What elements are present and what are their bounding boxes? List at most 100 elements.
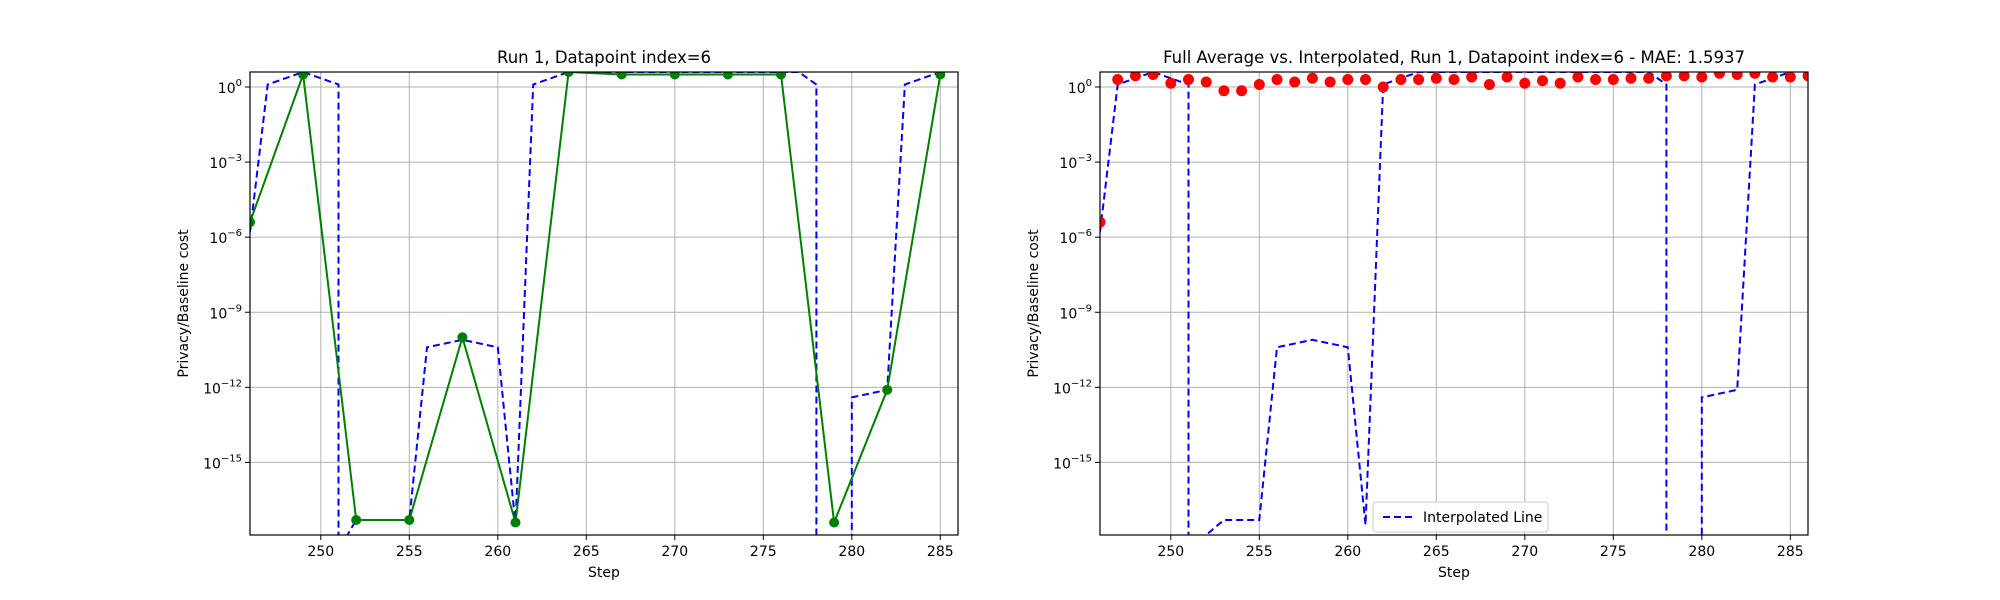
x-tick-label: 265	[1423, 544, 1450, 560]
average-point	[1236, 85, 1248, 97]
x-tick-label: 260	[484, 544, 511, 560]
y-tick-label: 10−3	[1059, 153, 1092, 172]
average-point	[1430, 72, 1442, 84]
y-axis-label: Privacy/Baseline cost	[176, 229, 192, 378]
legend-label: Interpolated Line	[1423, 510, 1542, 526]
average-point	[1253, 79, 1265, 91]
plot-area	[250, 72, 946, 535]
y-tick-label: 10−15	[1053, 453, 1092, 472]
average-point	[1342, 74, 1354, 86]
observed-point	[829, 517, 840, 528]
legend-box	[1372, 501, 1549, 533]
average-point	[1483, 79, 1495, 91]
x-tick-label: 285	[1777, 544, 1804, 560]
observed-point	[935, 72, 946, 80]
x-tick-label: 250	[307, 544, 334, 560]
average-point	[1537, 75, 1548, 87]
x-tick-label: 255	[396, 544, 423, 560]
observed-point	[404, 514, 415, 525]
x-tick-label: 255	[1246, 544, 1273, 560]
average-point	[1749, 72, 1761, 79]
interpolated-line	[250, 72, 941, 535]
y-tick-label: 10−6	[209, 228, 242, 247]
average-point	[1767, 72, 1779, 83]
observed-point	[616, 72, 627, 80]
average-point	[1218, 85, 1230, 97]
x-axis-label: Step	[588, 565, 620, 581]
average-point	[1200, 76, 1212, 88]
interpolated-line	[1100, 72, 1791, 535]
average-point	[1395, 74, 1407, 86]
average-point	[1554, 77, 1566, 89]
observed-line	[250, 72, 942, 523]
x-tick-label: 275	[1600, 544, 1627, 560]
x-axis-label: Step	[1438, 565, 1470, 581]
average-point	[1714, 72, 1725, 79]
average-point	[1289, 76, 1301, 88]
average-point	[1660, 72, 1672, 82]
observed-point	[563, 72, 574, 77]
plot-frame	[249, 71, 959, 536]
observed-point	[250, 217, 255, 228]
observed-point	[457, 332, 468, 343]
average-point	[1147, 72, 1159, 81]
average-point	[1183, 74, 1194, 86]
observed-point	[722, 72, 733, 80]
x-tick-label: 260	[1334, 544, 1361, 560]
observed-point	[351, 514, 362, 525]
observed-point	[669, 72, 680, 80]
average-point	[1784, 72, 1796, 83]
average-point	[1643, 72, 1655, 84]
average-point	[1165, 77, 1177, 89]
observed-point	[510, 517, 521, 528]
average-point	[1413, 74, 1425, 86]
average-point	[1271, 74, 1283, 86]
average-point	[1678, 72, 1690, 82]
chart-run1: 250 255 260 265 270 275 280 285 100 10−3 10−6 10−9 1…	[176, 48, 959, 581]
x-tick-label: 270	[661, 544, 688, 560]
legend: Interpolated Line	[1372, 501, 1549, 533]
observed-point	[776, 72, 786, 80]
y-axis-label: Privacy/Baseline cost	[1026, 229, 1042, 378]
average-point	[1466, 72, 1478, 83]
y-tick-label: 10−3	[209, 153, 242, 172]
average-point	[1360, 74, 1371, 86]
average-point	[1112, 74, 1124, 86]
average-point	[1696, 72, 1708, 83]
y-tick-label: 10−12	[1053, 378, 1092, 397]
x-tick-label: 265	[573, 544, 600, 560]
x-tick-label: 250	[1157, 544, 1184, 560]
y-tick-label: 10−9	[1059, 303, 1092, 322]
average-point	[1448, 74, 1460, 86]
average-point	[1519, 77, 1531, 89]
average-point	[1501, 72, 1513, 83]
average-point	[1625, 72, 1637, 84]
observed-point	[298, 72, 309, 80]
average-point	[1572, 72, 1584, 83]
y-tick-label: 10−6	[1059, 228, 1092, 247]
chart-title: Run 1, Datapoint index=6	[497, 48, 711, 67]
observed-point	[882, 384, 893, 395]
average-point	[1590, 74, 1602, 86]
x-tick-label: 275	[750, 544, 777, 560]
average-point	[1377, 81, 1389, 93]
x-tick-label: 280	[838, 544, 865, 560]
y-tick-label: 10−15	[203, 453, 242, 472]
average-point	[1306, 72, 1318, 84]
plot-frame	[1099, 71, 1809, 536]
average-point	[1731, 72, 1743, 81]
x-tick-label: 285	[927, 544, 954, 560]
average-point	[1324, 76, 1336, 88]
average-point	[1802, 72, 1808, 82]
chart-title: Full Average vs. Interpolated, Run 1, Da…	[1163, 48, 1745, 67]
x-tick-label: 280	[1688, 544, 1715, 560]
average-point	[1129, 72, 1141, 82]
chart-full-average-vs-interpolated: 250 255 260 265 270 275 280 285 100 10−3 10−6 10−9 1…	[1026, 48, 1809, 581]
average-point	[1607, 74, 1619, 86]
y-tick-label: 10−9	[209, 303, 242, 322]
plot-area	[1100, 72, 1808, 535]
average-point	[1100, 216, 1106, 228]
y-tick-label: 10−12	[203, 378, 242, 397]
y-tick-label: 100	[1068, 78, 1092, 97]
